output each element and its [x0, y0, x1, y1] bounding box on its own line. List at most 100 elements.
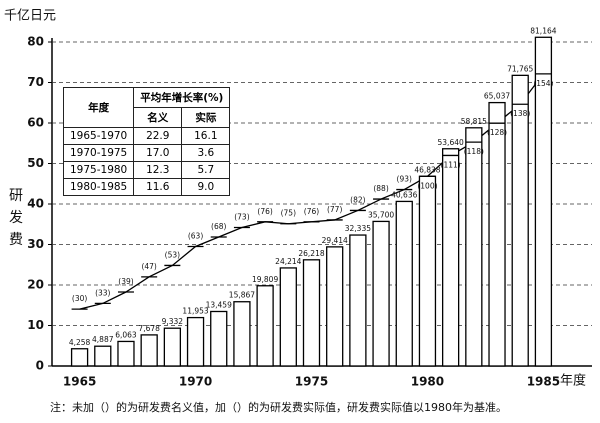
bar [186, 316, 205, 367]
real-label: (154) [533, 79, 553, 88]
table-cell: 1965-1970 [62, 127, 135, 145]
table-cell: 3.6 [181, 144, 231, 162]
table-cell: 22.9 [133, 127, 183, 145]
bar [349, 234, 367, 367]
bar [70, 348, 89, 367]
table-cell: 16.1 [181, 127, 231, 145]
bar [256, 285, 274, 367]
real-label: (47) [141, 262, 156, 271]
bar [279, 267, 297, 367]
side-label-char: 费 [9, 232, 23, 248]
value-label: 46,838 [414, 165, 440, 174]
real-label: (73) [234, 213, 249, 222]
table-header: 实际 [181, 107, 231, 128]
bar [302, 259, 321, 367]
real-label: (75) [281, 209, 296, 218]
real-label: (63) [188, 231, 203, 240]
value-label: 4,258 [69, 338, 91, 347]
real-label: (93) [397, 175, 412, 184]
value-label: 9,332 [162, 317, 184, 326]
table-header: 名义 [133, 107, 183, 128]
table-row: 1965-1970 22.9 16.1 [62, 127, 231, 145]
y-tick-label: 0 [36, 359, 44, 373]
y-tick-label: 80 [27, 35, 44, 49]
real-label: (30) [72, 294, 87, 303]
value-label: 26,218 [298, 249, 324, 258]
y-tick-label: 60 [27, 116, 44, 130]
real-label: (128) [487, 128, 507, 137]
table-header: 年度 [62, 87, 135, 128]
table-row: 1975-1980 12.3 5.7 [62, 161, 231, 179]
table-cell: 17.0 [133, 144, 183, 162]
bar [441, 148, 460, 367]
value-label: 40,636 [391, 190, 417, 199]
value-label: 6,063 [115, 330, 137, 339]
bar [418, 175, 437, 367]
value-label: 13,459 [206, 300, 232, 309]
y-tick-label: 20 [27, 278, 44, 292]
real-label: (39) [118, 277, 133, 286]
real-label: (111) [441, 160, 461, 169]
real-label: (88) [373, 184, 388, 193]
growth-table: 年度 平均年增长率(%) 名义 实际 1965-1970 22.9 16.1 1970-1… [62, 87, 231, 196]
real-label: (100) [417, 181, 437, 190]
value-label: 53,640 [438, 138, 464, 147]
x-tick-label: 1985 [527, 375, 560, 389]
real-label: (33) [95, 288, 110, 297]
y-tick-label: 40 [27, 197, 44, 211]
y-tick-label: 30 [27, 237, 44, 251]
bar [140, 334, 158, 367]
value-label: 7,678 [138, 324, 160, 333]
real-label: (53) [165, 250, 180, 259]
table-cell: 1970-1975 [62, 144, 135, 162]
bar [372, 220, 390, 367]
value-label: 4,887 [92, 335, 114, 344]
table-row: 1970-1975 17.0 3.6 [62, 144, 231, 162]
table-cell: 11.6 [133, 178, 183, 196]
value-label: 29,414 [322, 236, 348, 245]
value-label: 19,809 [252, 275, 278, 284]
real-label: (82) [350, 195, 365, 204]
value-label: 11,953 [182, 307, 208, 316]
table-cell: 1975-1980 [62, 161, 135, 179]
table-cell: 1980-1985 [62, 178, 135, 196]
value-label: 65,037 [484, 92, 510, 101]
bar [233, 301, 251, 367]
real-label: (138) [510, 109, 530, 118]
value-label: 81,164 [530, 26, 556, 35]
y-tick-label: 10 [27, 318, 44, 332]
x-tick-label: 1980 [411, 375, 444, 389]
bar [465, 127, 483, 367]
real-label: (76) [257, 207, 272, 216]
real-label: (118) [464, 147, 484, 156]
bar [511, 74, 529, 367]
side-label-char: 发 [9, 210, 23, 226]
value-label: 32,335 [345, 224, 371, 233]
bar [163, 327, 182, 367]
side-label-char: 研 [9, 188, 23, 204]
bar [534, 36, 553, 367]
value-label: 58,815 [461, 117, 487, 126]
x-tick-label: 1975 [295, 375, 328, 389]
real-label: (77) [327, 205, 342, 214]
y-tick-label: 50 [27, 156, 44, 170]
table-row: 1980-1985 11.6 9.0 [62, 178, 231, 196]
value-label: 24,214 [275, 257, 301, 266]
real-label: (68) [211, 222, 226, 231]
value-label: 71,765 [507, 64, 533, 73]
value-label: 15,867 [229, 291, 255, 300]
table-cell: 12.3 [133, 161, 183, 179]
bar [326, 246, 344, 367]
bar [94, 345, 112, 367]
table-header: 平均年增长率(%) [133, 87, 231, 108]
x-tick-label: 1970 [179, 375, 212, 389]
table-cell: 5.7 [181, 161, 231, 179]
value-label: 35,700 [368, 210, 394, 219]
bar [395, 200, 413, 367]
bar [117, 340, 135, 367]
real-label: (76) [304, 207, 319, 216]
y-axis-label: 千亿日元 [4, 9, 56, 24]
table-cell: 9.0 [181, 178, 231, 196]
